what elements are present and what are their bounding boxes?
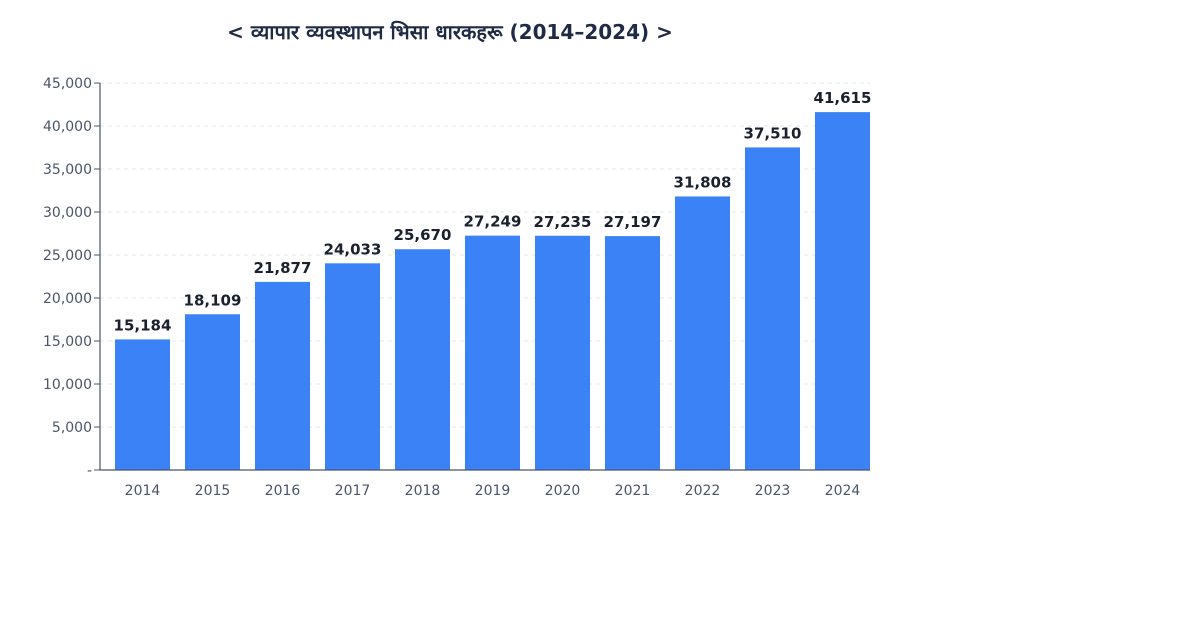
bars	[114, 112, 870, 471]
value-label-2019: 27,249	[464, 213, 522, 231]
bar-2024	[814, 112, 870, 471]
x-tick-label: 2016	[265, 483, 301, 499]
x-tick-label: 2014	[125, 483, 161, 499]
value-label-2024: 41,615	[814, 89, 872, 107]
bar-2017	[324, 263, 380, 470]
y-tick-label: 40,000	[43, 119, 92, 135]
x-tick-label: 2015	[195, 483, 231, 499]
value-label-2023: 37,510	[744, 124, 802, 142]
bar-2015	[184, 314, 240, 470]
bar-2021	[604, 236, 660, 470]
x-tick-label: 2020	[545, 483, 581, 499]
value-label-2018: 25,670	[394, 226, 452, 244]
axes	[99, 83, 870, 471]
y-tick-label: 10,000	[43, 377, 92, 393]
value-label-2020: 27,235	[534, 213, 592, 231]
value-label-2016: 21,877	[254, 259, 312, 277]
y-axis-ticks: - 5,000 10,000 15,000 20,000 25,000 30,000 35,0…	[43, 76, 100, 479]
x-axis-ticks: 2014 2015 2016 2017 2018 2019 2020 2021 2022 2023…	[125, 483, 861, 499]
value-labels: 15,184 18,109 21,877 24,033 25,670 27,249 27,2…	[114, 89, 872, 334]
x-tick-label: 2024	[825, 483, 861, 499]
y-tick-label: 30,000	[43, 205, 92, 221]
bar-2022	[674, 196, 730, 470]
x-tick-label: 2022	[685, 483, 721, 499]
y-tick-label: 20,000	[43, 291, 92, 307]
chart-title: < व्यापार व्यवस्थापन भिसा धारकहरू (2014–…	[227, 20, 673, 44]
bar-2014	[114, 339, 170, 470]
x-tick-label: 2023	[755, 483, 791, 499]
bar-2019	[464, 235, 520, 470]
y-tick-label: 5,000	[52, 420, 92, 436]
x-tick-label: 2019	[475, 483, 511, 499]
bar-2016	[254, 281, 310, 470]
value-label-2015: 18,109	[184, 291, 242, 309]
value-label-2014: 15,184	[114, 316, 172, 334]
value-label-2021: 27,197	[604, 213, 662, 231]
x-tick-label: 2021	[615, 483, 651, 499]
x-tick-label: 2017	[335, 483, 371, 499]
y-tick-label: 15,000	[43, 334, 92, 350]
x-tick-label: 2018	[405, 483, 441, 499]
bar-2023	[744, 147, 800, 470]
y-tick-label: -	[87, 463, 92, 479]
y-tick-label: 25,000	[43, 248, 92, 264]
y-tick-label: 45,000	[43, 76, 92, 92]
value-label-2022: 31,808	[674, 173, 732, 191]
bar-2018	[394, 249, 450, 470]
y-tick-label: 35,000	[43, 162, 92, 178]
bar-2020	[534, 235, 590, 470]
value-label-2017: 24,033	[324, 240, 382, 258]
